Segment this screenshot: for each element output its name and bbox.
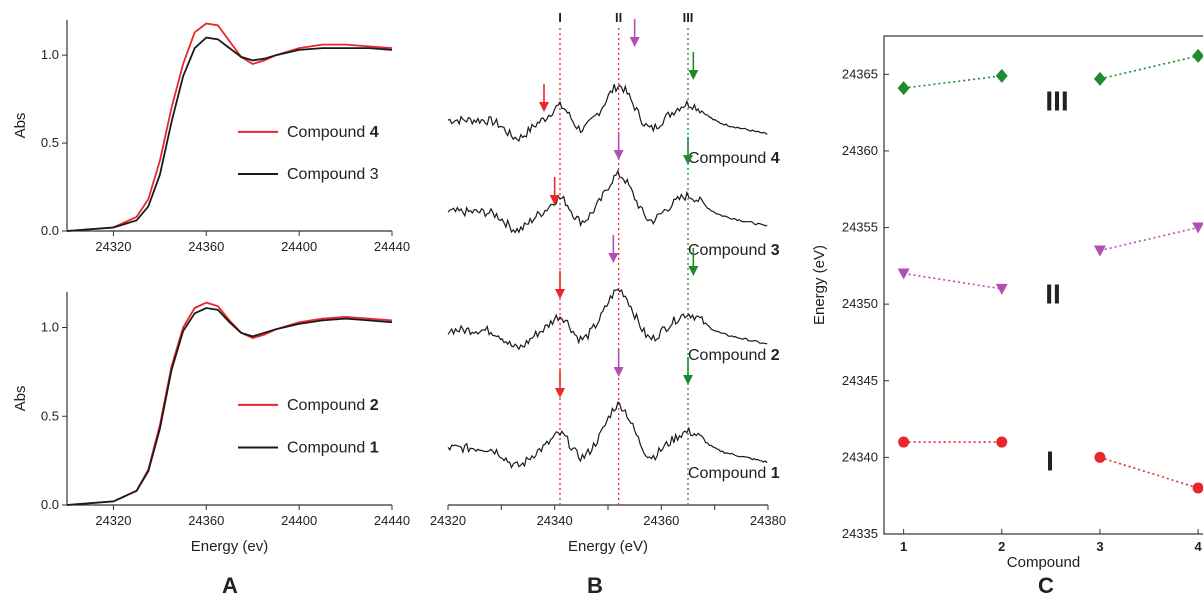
arrow-head-icon — [539, 102, 549, 112]
data-point — [897, 81, 910, 96]
legend-label: Compound 4 — [287, 124, 379, 141]
data-point — [995, 283, 1008, 295]
x-tick-label: 24360 — [188, 239, 224, 254]
data-point — [995, 68, 1008, 83]
y-tick-label: 24340 — [842, 449, 878, 464]
y-tick-label: 24360 — [842, 143, 878, 158]
x-tick-label: 24320 — [95, 239, 131, 254]
arrow-head-icon — [629, 37, 640, 47]
data-point — [898, 436, 910, 448]
series-connector — [1099, 55, 1199, 80]
y-tick-label: 0.0 — [41, 223, 59, 238]
arrow-head-icon — [683, 375, 693, 385]
x-axis-label: Compound — [1007, 554, 1080, 571]
x-tick-label: 4 — [1194, 539, 1202, 554]
series-connector — [1099, 456, 1199, 489]
y-axis-label: Energy (eV) — [811, 245, 828, 325]
panel-letter-b: B — [587, 573, 603, 598]
series-label: II — [1045, 278, 1061, 309]
legend-label: Compound 3 — [287, 166, 379, 183]
series-connector — [1099, 226, 1199, 252]
guide-line-label: II — [615, 10, 622, 25]
x-tick-label: 24360 — [643, 513, 679, 528]
data-point — [1192, 482, 1203, 494]
series-connector — [903, 272, 1002, 290]
spectrum-trace — [447, 169, 768, 234]
legend-label: Compound 1 — [287, 439, 379, 456]
arrow-head-icon — [683, 155, 693, 165]
plot-frame — [883, 35, 1203, 535]
arrow-head-icon — [688, 70, 699, 80]
x-tick-label: 24320 — [430, 513, 466, 528]
series-label: I — [1046, 445, 1054, 476]
y-tick-label: 1.0 — [41, 47, 59, 62]
spectrum-trace — [447, 288, 768, 351]
arrow-head-icon — [555, 289, 565, 299]
x-tick-label: 24380 — [750, 513, 786, 528]
y-tick-label: 24350 — [842, 296, 878, 311]
series-line — [66, 36, 393, 232]
x-tick-label: 24340 — [537, 513, 573, 528]
x-tick-label: 2 — [998, 539, 1005, 554]
guide-line-label: III — [683, 10, 694, 25]
x-tick-label: 1 — [900, 539, 907, 554]
panel-c-chart: 24335 24340 24345 24350 24355 24360 24365 1 2 3 4 C… — [811, 35, 1203, 571]
y-tick-label: 24345 — [842, 373, 878, 388]
series-label: III — [1045, 85, 1068, 116]
arrow-head-icon — [613, 150, 624, 160]
y-tick-label: 24355 — [842, 220, 878, 235]
guide-line-label: I — [558, 10, 562, 25]
x-tick-label: 24440 — [374, 513, 410, 528]
y-axis-label: Abs — [12, 113, 29, 139]
x-tick-label: 24400 — [281, 513, 317, 528]
data-point — [1192, 48, 1203, 63]
legend-label: Compound 2 — [287, 397, 379, 414]
arrow-head-icon — [549, 195, 560, 205]
x-tick-label: 24360 — [188, 513, 224, 528]
trace-label: Compound 2 — [688, 347, 780, 364]
spectrum-trace — [447, 401, 768, 470]
x-axis-label: Energy (eV) — [568, 538, 648, 555]
trace-label: Compound 4 — [688, 150, 780, 167]
x-axis-label: Energy (ev) — [191, 538, 269, 555]
x-tick-label: 24400 — [281, 239, 317, 254]
series-line — [66, 22, 393, 232]
x-tick-label: 3 — [1096, 539, 1103, 554]
data-point — [1093, 71, 1106, 86]
spectrum-trace — [447, 84, 768, 142]
series-connector — [903, 75, 1002, 89]
data-point — [1093, 245, 1106, 257]
data-point — [1192, 222, 1203, 234]
y-tick-label: 0.0 — [41, 497, 59, 512]
series-line — [66, 307, 393, 506]
y-tick-label: 1.0 — [41, 320, 59, 335]
data-point — [1094, 451, 1106, 463]
y-tick-label: 0.5 — [41, 408, 59, 423]
arrow-head-icon — [613, 367, 624, 377]
y-axis-label: Abs — [12, 386, 29, 412]
panel-a-top-chart: 0.0 0.5 1.0 24320 24360 24400 24440 Abs Compound… — [12, 20, 410, 254]
panel-a-bottom-chart: 0.0 0.5 1.0 24320 24360 24400 24440 Abs Energy (… — [12, 292, 410, 555]
panel-letter-a: A — [222, 573, 238, 598]
arrow-head-icon — [608, 253, 619, 263]
trace-label: Compound 3 — [688, 242, 780, 259]
y-tick-label: 0.5 — [41, 135, 59, 150]
x-tick-label: 24320 — [95, 513, 131, 528]
data-point — [996, 436, 1008, 448]
x-tick-label: 24440 — [374, 239, 410, 254]
arrow-head-icon — [555, 388, 565, 398]
trace-label: Compound 1 — [688, 465, 780, 482]
y-tick-label: 24365 — [842, 66, 878, 81]
data-point — [897, 268, 910, 280]
panel-letter-c: C — [1038, 573, 1054, 598]
arrow-head-icon — [688, 266, 699, 276]
y-tick-label: 24335 — [842, 526, 878, 541]
